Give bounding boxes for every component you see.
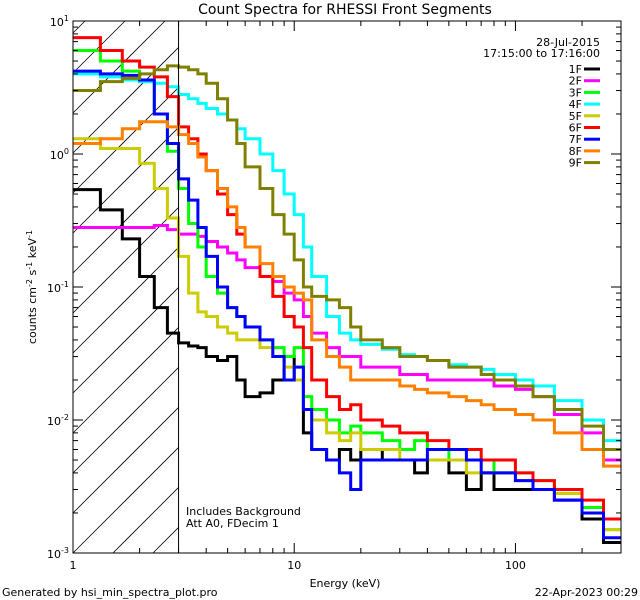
y-axis-label: counts cm-2 s-1 keV-1: [25, 230, 39, 344]
chart-title: Count Spectra for RHESSI Front Segments: [198, 2, 492, 18]
hatch-line: [72, 287, 179, 394]
hatch-line: [112, 487, 179, 554]
legend: 28-Jul-2015 17:15:00 to 17:16:00 1F2F3F4…: [483, 36, 600, 170]
hatch-line: [72, 167, 179, 274]
hatch-line: [72, 367, 179, 474]
hatch-line: [72, 327, 179, 434]
hatch-line: [72, 20, 166, 114]
hatch-line: [72, 20, 86, 34]
legend-label-1F: 1F: [569, 63, 582, 76]
hatch-line: [72, 127, 179, 234]
annotation-attenuator: Att A0, FDecim 1: [186, 517, 279, 530]
series-2F: [73, 224, 621, 462]
legend-label-5F: 5F: [569, 110, 582, 123]
hatch-line: [72, 247, 179, 354]
hatch-line: [72, 407, 179, 514]
y-tick-label: 10-2: [47, 413, 69, 428]
legend-label-7F: 7F: [569, 133, 582, 146]
hatch-line: [152, 527, 179, 554]
legend-date: 28-Jul-2015: [536, 36, 600, 49]
legend-label-8F: 8F: [569, 145, 582, 158]
x-tick-label: 10: [287, 559, 301, 572]
series-9F: [73, 64, 621, 451]
legend-label-9F: 9F: [569, 157, 582, 170]
legend-label-2F: 2F: [569, 75, 582, 88]
legend-label-6F: 6F: [569, 122, 582, 135]
excluded-energy-hatch: [72, 20, 179, 554]
series-8F: [73, 120, 621, 468]
y-tick-label: 10-1: [47, 280, 69, 295]
legend-label-3F: 3F: [569, 86, 582, 99]
hatch-line: [72, 207, 179, 314]
y-tick-label: 101: [50, 14, 69, 29]
hatch-line: [72, 47, 179, 154]
x-tick-label: 100: [505, 559, 526, 572]
x-axis-label: Energy (keV): [310, 577, 381, 590]
footer-generated-by: Generated by hsi_min_spectra_plot.pro: [2, 586, 218, 599]
hatch-line: [72, 447, 179, 554]
x-tick-label: 1: [70, 559, 77, 572]
y-tick-label: 10-3: [47, 546, 69, 561]
hatch-line: [72, 87, 179, 194]
footer-timestamp: 22-Apr-2023 00:29: [535, 586, 638, 599]
annotation-background: Includes Background: [186, 505, 301, 518]
legend-label-4F: 4F: [569, 98, 582, 111]
series-4F: [73, 72, 621, 443]
y-tick-label: 100: [50, 147, 69, 162]
legend-time-range: 17:15:00 to 17:16:00: [483, 47, 600, 60]
